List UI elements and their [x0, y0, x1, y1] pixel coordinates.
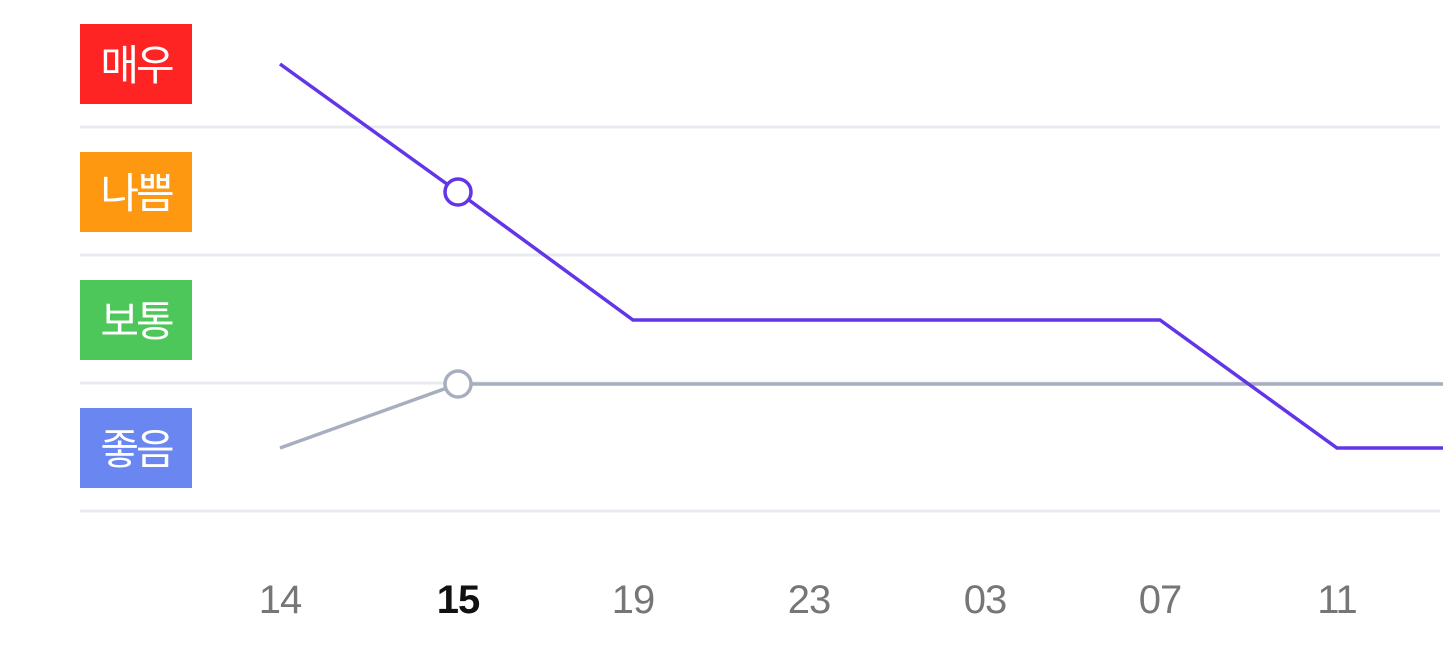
- current-point-marker: [443, 177, 473, 207]
- level-badge: 보통: [80, 280, 192, 360]
- x-tick-label: 19: [611, 578, 656, 622]
- level-badge: 좋음: [80, 408, 192, 488]
- x-tick-label: 14: [258, 578, 303, 622]
- level-badge: 나쁨: [80, 152, 192, 232]
- x-tick-label: 11: [1317, 578, 1358, 622]
- x-tick-label: 03: [963, 578, 1008, 622]
- series-line: [278, 62, 1443, 450]
- series-line: [279, 382, 1443, 450]
- x-tick-label: 07: [1138, 578, 1183, 622]
- x-tick-label: 23: [787, 578, 832, 622]
- x-tick-label: 15: [436, 578, 481, 622]
- level-badge: 매우: [80, 24, 192, 104]
- current-point-marker: [443, 369, 473, 399]
